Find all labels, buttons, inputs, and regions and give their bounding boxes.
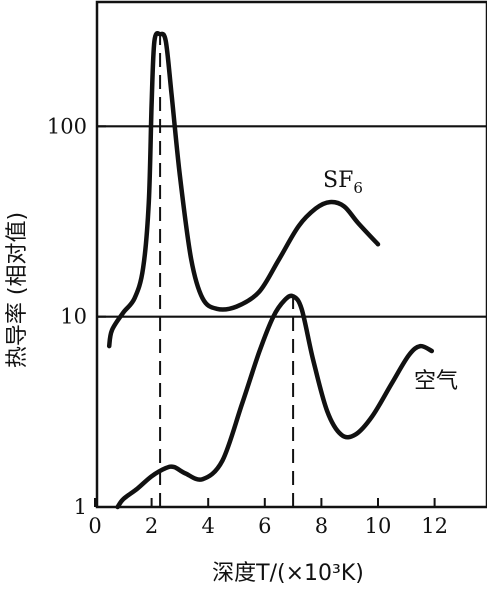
series-label-sf6: SF6: [323, 168, 363, 197]
x-tick-label-12: 12: [421, 514, 448, 538]
reference-lines: [159, 34, 295, 507]
x-tick-label-0: 0: [88, 514, 101, 538]
series-label-air: 空气: [414, 369, 458, 394]
series-group: [106, 31, 435, 510]
x-tick-label-8: 8: [315, 514, 328, 538]
y-axis-ticks: 1 10 100: [47, 114, 106, 519]
gridlines: [97, 125, 487, 318]
x-tick-label-2: 2: [145, 514, 158, 538]
y-tick-label-100: 100: [47, 114, 87, 138]
x-tick-label-10: 10: [365, 514, 392, 538]
x-tick-label-6: 6: [258, 514, 271, 538]
plot-frame: [95, 0, 487, 509]
series-label-sf6-subscript: 6: [353, 179, 363, 197]
x-axis-ticks: 0 2 4 6 8 10 12: [88, 498, 448, 538]
y-axis-title: 热导率 (相对值): [5, 212, 30, 368]
series-line-sf6: [106, 31, 381, 349]
series-label-sf6-main: SF: [323, 168, 353, 193]
x-axis-title: 深度T/(×10³K): [212, 561, 364, 586]
y-tick-label-10: 10: [60, 305, 87, 329]
series-line-air: [115, 293, 435, 510]
y-tick-label-1: 1: [74, 495, 87, 519]
x-tick-label-4: 4: [202, 514, 215, 538]
